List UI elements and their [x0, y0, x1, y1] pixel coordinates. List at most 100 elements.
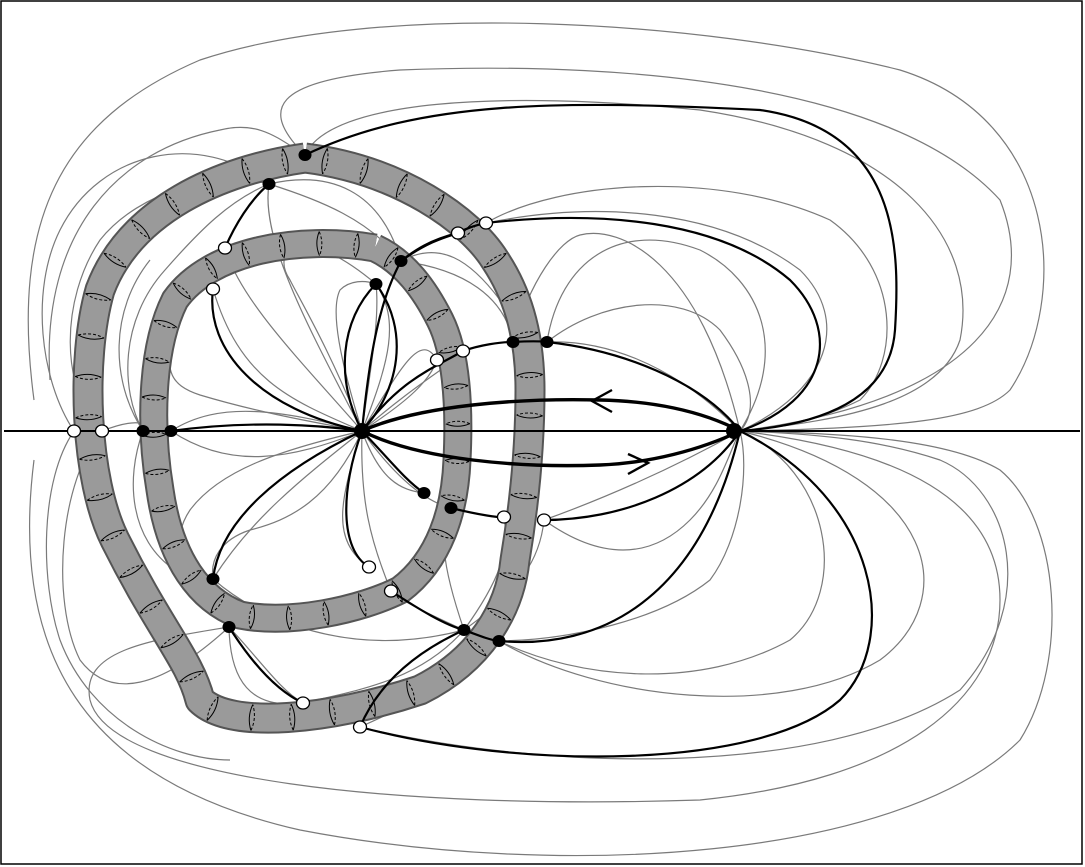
band-rung	[248, 604, 254, 629]
band-rung	[483, 252, 507, 268]
arrow-left-icon	[589, 388, 613, 414]
thick-curve	[223, 183, 270, 249]
band-rung	[100, 529, 125, 542]
vertex-filled	[394, 255, 408, 267]
vertex-filled	[444, 502, 458, 514]
band-rung	[79, 455, 106, 461]
band-rung	[153, 320, 178, 329]
thin-curve	[169, 279, 363, 432]
band-rung	[280, 234, 286, 259]
band-rung	[164, 193, 180, 216]
band-rung	[358, 593, 367, 617]
band-rung	[329, 699, 336, 726]
band-rung	[383, 247, 399, 268]
band-rung	[179, 670, 204, 683]
band-rung	[145, 358, 170, 364]
band-rung	[516, 412, 543, 417]
band-rung	[487, 607, 512, 621]
outer-band	[74, 144, 544, 732]
thick-curve	[358, 628, 465, 728]
vertex-open	[66, 424, 82, 438]
thin-curve	[498, 430, 925, 697]
vertex-filled	[354, 423, 370, 439]
band-rung	[160, 634, 184, 649]
band-rung	[367, 691, 376, 717]
vertex-filled	[206, 573, 220, 585]
thin-curve	[267, 183, 363, 432]
band-rung	[145, 468, 170, 474]
vertex-open	[429, 353, 445, 367]
band-rung	[429, 194, 445, 217]
band-rung	[162, 539, 186, 550]
thick-curve	[304, 103, 898, 433]
band-rung	[322, 148, 329, 175]
band-rung	[281, 148, 288, 175]
band-rung	[505, 532, 532, 539]
thin-curve	[361, 430, 425, 494]
band-rung	[443, 383, 469, 389]
band-rung	[413, 558, 434, 574]
band-rung	[358, 592, 367, 617]
band-rung	[444, 460, 470, 465]
thin-curve	[228, 626, 304, 704]
thin-curve	[485, 211, 828, 432]
band-rung	[466, 638, 487, 657]
inner-band	[141, 231, 471, 631]
band-rung	[100, 529, 125, 542]
vertex-filled	[262, 178, 276, 190]
thin-curve	[48, 126, 306, 381]
band-rung	[77, 334, 105, 340]
band-rung	[181, 569, 202, 585]
band-rung	[438, 663, 455, 685]
thin-curve	[546, 341, 741, 432]
band-rung	[460, 220, 479, 240]
band-rung	[119, 564, 144, 579]
band-rung	[165, 192, 181, 216]
vertex-filled	[540, 336, 554, 348]
band-rung	[431, 528, 454, 539]
thin-curve	[27, 22, 1045, 432]
band-rung	[316, 231, 320, 256]
thin-curve	[361, 283, 391, 432]
vertex-open	[94, 424, 110, 438]
band-rung	[131, 219, 151, 239]
thin-curve	[543, 430, 741, 521]
thin-curve	[127, 183, 270, 432]
thick-curve	[211, 430, 363, 580]
band-rung	[440, 495, 465, 502]
band-rung	[426, 309, 449, 322]
band-rung	[162, 539, 185, 550]
thin-curve	[88, 430, 1001, 803]
band-rung	[87, 493, 113, 502]
band-rung	[141, 394, 167, 399]
thin-curve	[283, 245, 377, 432]
thin-curve	[268, 179, 402, 262]
thin-curve	[280, 67, 1013, 432]
band-rung	[141, 396, 167, 401]
flow-line-lower	[361, 429, 741, 468]
band-rung	[516, 414, 543, 419]
thick-curve	[361, 430, 425, 494]
thin-curve	[212, 578, 465, 642]
vertex-filled	[726, 423, 742, 439]
thin-curve	[335, 280, 377, 432]
thick-curve	[343, 283, 377, 432]
vertex-filled	[298, 149, 312, 161]
band-rung	[86, 493, 113, 501]
band-rung	[287, 605, 293, 630]
band-rung	[241, 158, 251, 184]
thin-curve	[485, 185, 888, 432]
vertex-filled	[136, 425, 150, 437]
band-rung	[318, 231, 323, 256]
band-rung	[501, 290, 527, 302]
thick-curve	[228, 626, 304, 704]
band-rung	[322, 601, 329, 626]
band-rung	[516, 372, 543, 377]
vertex-open	[455, 344, 471, 358]
band-rung	[510, 492, 537, 498]
band-rung	[353, 233, 359, 258]
band-rung	[499, 572, 526, 580]
flow-lines	[361, 388, 741, 476]
band-rung	[487, 607, 511, 621]
band-rung	[103, 252, 127, 268]
